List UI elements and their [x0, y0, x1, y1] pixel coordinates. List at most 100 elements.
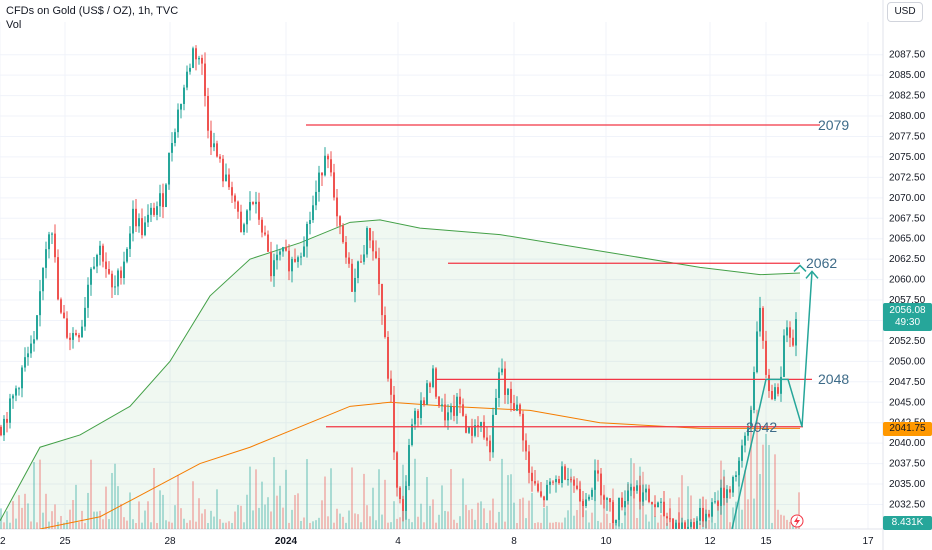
candle-body [159, 193, 161, 207]
volume-bar [228, 521, 230, 529]
volume-bar [189, 520, 191, 529]
candle-body [561, 466, 563, 484]
volume-bar [12, 501, 14, 529]
candle-body [588, 496, 590, 500]
candle-body [150, 207, 152, 215]
time-tick-label: 25 [59, 536, 71, 547]
candle-body [462, 404, 464, 416]
candle-body [48, 234, 50, 250]
horizontal-levels[interactable] [306, 124, 820, 428]
volume-bar [348, 510, 350, 529]
candle-body [540, 491, 542, 497]
lightning-icon[interactable] [790, 514, 804, 528]
candle-body [39, 291, 41, 316]
volume-bar [261, 481, 263, 529]
candle-body [609, 498, 611, 503]
volume-bar [225, 522, 227, 529]
candle-body [663, 501, 665, 517]
candle-body [783, 335, 785, 377]
price-axis[interactable]: 2032.502035.002037.502040.002042.502045.… [889, 50, 926, 511]
volume-bar [504, 521, 506, 529]
candle-body [513, 403, 515, 411]
candle-body [684, 522, 686, 529]
candle-body [3, 418, 5, 436]
volume-bar [534, 522, 536, 529]
candle-body [708, 513, 710, 517]
volume-bar [408, 518, 410, 529]
candle-body [486, 437, 488, 441]
candle-body [702, 507, 704, 522]
ma-long-fill [0, 219, 800, 529]
volume-bar [3, 522, 5, 529]
chart-title: CFDs on Gold (US$ / OZ), 1h, TVC [6, 5, 179, 17]
volume-bar [48, 521, 50, 529]
candle-body [219, 156, 221, 159]
price-tick-label: 2032.50 [889, 499, 926, 510]
volume-bar [60, 515, 62, 529]
currency-button[interactable]: USD [887, 2, 923, 22]
candle-body [348, 257, 350, 264]
candle-body [255, 201, 257, 205]
volume-bar [609, 523, 611, 529]
candle-body [309, 220, 311, 224]
volume-bar [537, 522, 539, 529]
candle-body [192, 48, 194, 68]
candle-body [636, 485, 638, 491]
candle-body [378, 257, 380, 284]
volume-bar [477, 502, 479, 529]
volume-bar [84, 522, 86, 529]
volume-bar [666, 522, 668, 529]
ma-long-line [0, 219, 801, 522]
volume-bar [186, 522, 188, 529]
volume-bar [540, 522, 542, 529]
candle-body [777, 387, 779, 394]
candle-body [216, 143, 218, 157]
volume-bar [162, 494, 164, 529]
candle-body [786, 327, 788, 336]
volume-bar [333, 522, 335, 529]
projection-path[interactable] [731, 264, 819, 529]
volume-bar [354, 513, 356, 529]
volume-bar [231, 522, 233, 529]
candle-body [54, 233, 56, 258]
candle-body [57, 257, 59, 300]
volume-bar [489, 510, 491, 529]
volume-bar [6, 511, 8, 529]
volume-bar [216, 489, 218, 529]
candle-body [747, 425, 749, 436]
volume-bar [213, 516, 215, 529]
volume-bar [54, 504, 56, 529]
volume-bar [219, 519, 221, 529]
time-axis[interactable]: 22 25 28 2024 4 8 10 12 15 17 [0, 536, 874, 547]
candle-body [432, 368, 434, 387]
candle-body [711, 502, 713, 517]
candle-body [258, 201, 260, 220]
price-tick-label: 2060.00 [889, 275, 926, 286]
volume-bar [303, 517, 305, 529]
volume-bar [585, 510, 587, 529]
volume-bar [42, 512, 44, 529]
volume-bar [168, 521, 170, 529]
volume-bar [561, 522, 563, 529]
candle-body [351, 263, 353, 292]
volume-bar [102, 519, 104, 529]
volume-bar [114, 463, 116, 529]
candle-body [606, 498, 608, 500]
candle-body [495, 397, 497, 415]
candle-body [297, 257, 299, 262]
volume-bar [237, 504, 239, 529]
volume-bar [27, 503, 29, 529]
candle-body [105, 261, 107, 270]
volume-bar [135, 522, 137, 529]
volume-bar [381, 514, 383, 529]
level-annotation-2062: 2062 [806, 255, 838, 272]
candle-body [87, 284, 89, 308]
candle-body [321, 172, 323, 176]
volume-bar [498, 511, 500, 529]
volume-bar [45, 493, 47, 529]
candle-body [201, 57, 203, 64]
candle-body [231, 187, 233, 196]
volume-bar [747, 499, 749, 529]
candle-body [723, 487, 725, 499]
